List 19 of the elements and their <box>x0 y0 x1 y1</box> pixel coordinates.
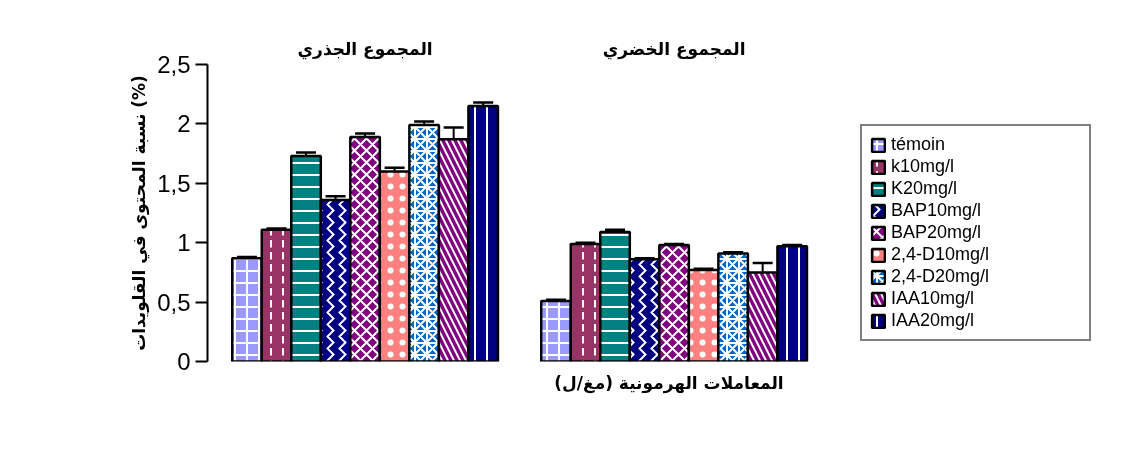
y-tick-label: 2,5 <box>157 51 191 78</box>
legend-label: témoin <box>891 134 947 155</box>
x-tick-label: المجموع الخضري <box>602 38 746 60</box>
x-tick-label: المجموع الجذري <box>297 38 433 60</box>
y-tick-label: 0,5 <box>157 288 191 316</box>
legend-label: BAP10mg/l <box>891 200 983 221</box>
legend-label: IAA10mg/l <box>891 288 976 309</box>
y-tick-label: 2 <box>177 110 191 138</box>
y-axis-title: نسبة المحتوى في القلويدات (%) <box>129 75 151 351</box>
legend-label: 2,4-D20mg/l <box>891 266 991 287</box>
y-tick-label: 1 <box>177 229 191 257</box>
legend-label: BAP20mg/l <box>891 222 983 243</box>
legend-label: K20mg/l <box>891 178 959 199</box>
x-axis-title: المعاملات الهرمونية (مغ/ل) <box>554 372 784 394</box>
legend-label: k10mg/l <box>891 156 956 177</box>
legend-label: IAA20mg/l <box>891 310 976 331</box>
legend-label: 2,4-D10mg/l <box>891 244 991 265</box>
y-tick-label: 1,5 <box>157 169 191 197</box>
y-tick-label: 0 <box>177 348 191 375</box>
